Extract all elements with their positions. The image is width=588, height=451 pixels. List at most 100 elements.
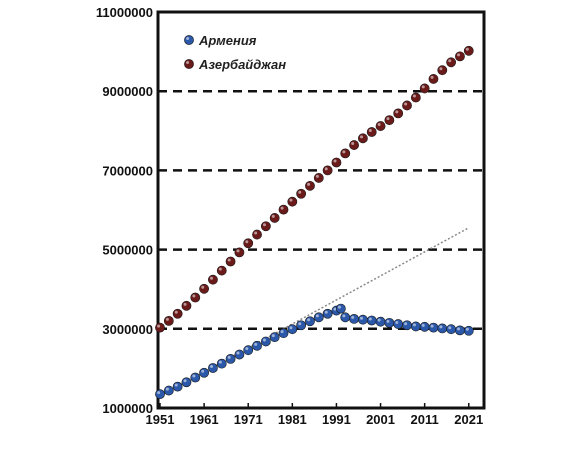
data-point-highlight [360, 135, 364, 139]
data-point [225, 353, 236, 364]
data-point [278, 328, 289, 339]
data-point-highlight [236, 249, 240, 253]
data-point-highlight [192, 374, 196, 378]
data-point-highlight [386, 319, 390, 323]
data-point-highlight [412, 323, 416, 327]
data-point-highlight [421, 85, 425, 89]
data-point-highlight [210, 365, 214, 369]
x-tick-label: 1971 [234, 412, 263, 427]
data-point [358, 133, 368, 144]
data-point [446, 57, 457, 68]
data-point [252, 340, 262, 351]
data-point [340, 312, 351, 323]
data-point [234, 247, 245, 258]
data-point [190, 292, 201, 303]
data-point-highlight [201, 285, 205, 289]
data-point-highlight [227, 355, 231, 359]
data-point [428, 322, 439, 333]
data-point [163, 315, 174, 326]
data-point [455, 325, 465, 336]
data-point [234, 349, 245, 360]
y-axis-ticks: 1000000 3000000 5000000 7000000 9000000 11000… [96, 5, 153, 416]
data-point-highlight [271, 214, 275, 218]
x-tick-label: 1951 [146, 412, 175, 427]
data-point-highlight [192, 294, 196, 298]
data-point-highlight [201, 369, 205, 373]
data-point-highlight [324, 310, 328, 314]
data-point [375, 121, 386, 131]
data-point-highlight [298, 322, 302, 326]
x-tick-label: 1961 [190, 412, 219, 427]
data-point [331, 157, 342, 168]
data-point-highlight [351, 142, 355, 146]
data-point [463, 45, 474, 56]
data-point-highlight [421, 323, 425, 327]
legend: Армения Азербайджан [184, 33, 286, 72]
data-point [437, 323, 448, 334]
data-point [335, 303, 346, 314]
data-point-highlight [183, 302, 187, 306]
data-point [384, 115, 395, 126]
legend-swatch [184, 35, 194, 45]
data-point [402, 100, 412, 111]
data-point [287, 324, 298, 335]
data-point-highlight [315, 174, 319, 178]
data-point-highlight [254, 342, 258, 346]
x-tick-label: 2011 [411, 412, 439, 427]
data-point-highlight [183, 379, 187, 383]
data-point [243, 238, 254, 249]
data-point [313, 312, 324, 323]
data-point [181, 300, 192, 311]
x-tick-label: 1991 [322, 412, 351, 427]
data-point [252, 229, 262, 240]
data-point-highlight [377, 123, 381, 127]
data-point-highlight [298, 190, 302, 194]
data-point [437, 65, 448, 76]
data-point [163, 385, 174, 396]
data-point [340, 148, 351, 159]
data-point-highlight [218, 267, 222, 271]
data-point [384, 317, 395, 328]
data-point-highlight [395, 321, 399, 325]
data-point-highlight [165, 387, 169, 391]
data-point-highlight [324, 167, 328, 171]
data-point [410, 321, 421, 332]
data-point-highlight [430, 324, 434, 328]
data-point-highlight [439, 67, 443, 71]
data-point [349, 140, 359, 150]
data-point-highlight [307, 182, 311, 186]
y-tick-label: 7000000 [102, 163, 153, 178]
data-point-highlight [262, 338, 266, 342]
data-point [419, 83, 430, 94]
data-point [410, 92, 421, 103]
data-point [322, 165, 333, 176]
data-point [366, 127, 377, 137]
data-point-highlight [174, 310, 178, 314]
data-point-highlight [457, 53, 461, 57]
data-point [313, 173, 324, 183]
data-point-highlight [457, 327, 461, 331]
data-point [305, 316, 315, 327]
series-armenia [155, 303, 474, 400]
data-point [358, 314, 368, 325]
x-tick-label: 1981 [278, 412, 307, 427]
data-point [428, 74, 439, 84]
data-point-highlight [236, 351, 240, 355]
data-point-highlight [280, 330, 284, 334]
data-point-highlight [404, 322, 408, 326]
data-point-highlight [430, 75, 434, 79]
data-point-highlight [165, 317, 169, 321]
data-point [208, 363, 218, 373]
data-point [155, 389, 165, 400]
data-point-highlight [245, 347, 249, 351]
data-point-highlight [262, 223, 266, 227]
data-point [190, 372, 201, 383]
data-point-highlight [360, 316, 364, 320]
data-point-highlight [351, 315, 355, 319]
x-tick-label: 2021 [454, 412, 483, 427]
x-tick-label: 2001 [366, 412, 395, 427]
data-point [322, 308, 333, 319]
data-point [199, 367, 210, 378]
data-point-highlight [448, 326, 452, 330]
